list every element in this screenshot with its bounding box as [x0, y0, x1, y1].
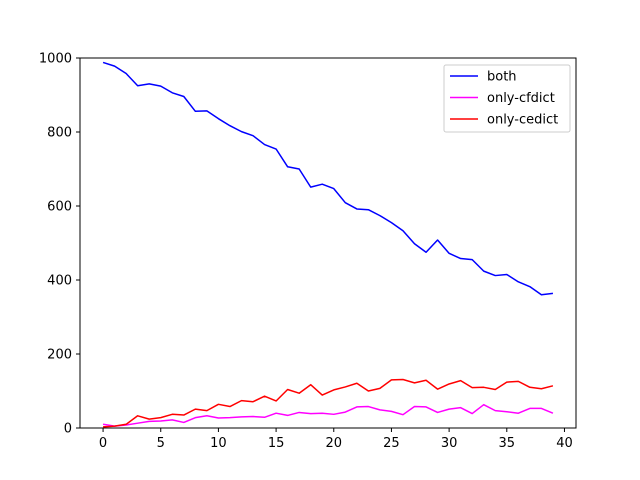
series-line-only-cfdict [102, 403, 554, 427]
x-tick-label: 5 [157, 436, 165, 451]
y-tick-label: 1000 [39, 52, 72, 67]
plot-area-frame [79, 57, 577, 429]
y-axis: 0 200 400 600 800 1000 [39, 52, 80, 437]
y-tick-label: 800 [47, 126, 72, 141]
y-tick-label: 0 [64, 422, 72, 437]
x-tick-label: 15 [268, 436, 285, 451]
y-tick-label: 400 [47, 274, 72, 289]
series-layer [102, 61, 554, 428]
y-tick-label: 200 [47, 348, 72, 363]
x-tick-label: 35 [499, 436, 516, 451]
x-axis: 0 5 10 15 20 25 30 35 40 [99, 428, 573, 451]
legend-label-only-cedict: only-cedict [487, 113, 558, 128]
legend-label-only-cfdict: only-cfdict [487, 91, 555, 106]
legend-label-both: both [487, 70, 517, 85]
x-tick-label: 20 [325, 436, 342, 451]
legend-box [443, 64, 571, 133]
x-tick-label: 10 [210, 436, 227, 451]
x-tick-label: 40 [556, 436, 573, 451]
y-tick-label: 600 [47, 200, 72, 215]
x-tick-label: 25 [383, 436, 400, 451]
x-tick-label: 0 [99, 436, 107, 451]
x-tick-label: 30 [441, 436, 458, 451]
series-line-both [102, 61, 554, 296]
legend: both only-cfdict only-cedict [443, 64, 571, 133]
series-line-only-cedict [103, 378, 554, 428]
